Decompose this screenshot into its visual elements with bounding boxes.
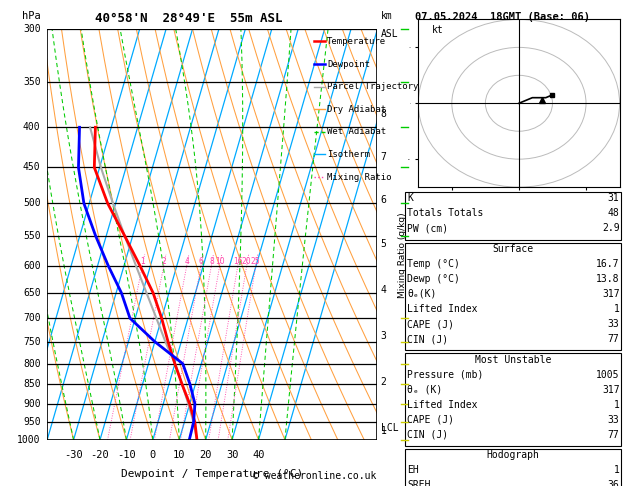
- Text: 1: 1: [614, 466, 620, 475]
- Text: 500: 500: [23, 198, 40, 208]
- Text: 2: 2: [381, 378, 387, 387]
- Text: 800: 800: [23, 359, 40, 369]
- Text: 10: 10: [215, 257, 225, 265]
- Text: Isotherm: Isotherm: [327, 150, 370, 159]
- Text: 20: 20: [199, 450, 212, 460]
- Text: CAPE (J): CAPE (J): [407, 415, 454, 425]
- Text: hPa: hPa: [22, 11, 40, 21]
- Text: 300: 300: [23, 24, 40, 34]
- Text: 4: 4: [184, 257, 189, 265]
- Text: 20: 20: [242, 257, 252, 265]
- Text: 33: 33: [608, 319, 620, 329]
- Text: Mixing Ratio (g/kg): Mixing Ratio (g/kg): [398, 212, 407, 298]
- Text: 1: 1: [381, 426, 387, 436]
- Text: CIN (J): CIN (J): [407, 334, 448, 344]
- Text: 30: 30: [226, 450, 238, 460]
- Text: Hodograph: Hodograph: [487, 450, 540, 460]
- Text: Dewp (°C): Dewp (°C): [407, 274, 460, 284]
- Text: 77: 77: [608, 334, 620, 344]
- Text: 1: 1: [614, 399, 620, 410]
- Text: -20: -20: [91, 450, 109, 460]
- Text: LCL: LCL: [381, 423, 398, 434]
- Text: Totals Totals: Totals Totals: [407, 208, 483, 218]
- Text: 450: 450: [23, 162, 40, 173]
- Text: 1000: 1000: [17, 435, 40, 445]
- Text: Lifted Index: Lifted Index: [407, 399, 477, 410]
- Text: 3: 3: [381, 331, 387, 341]
- Text: 850: 850: [23, 380, 40, 389]
- Text: Temp (°C): Temp (°C): [407, 259, 460, 269]
- Text: © weatheronline.co.uk: © weatheronline.co.uk: [253, 471, 376, 481]
- Text: 25: 25: [251, 257, 260, 265]
- Text: 600: 600: [23, 260, 40, 271]
- Text: 36: 36: [608, 480, 620, 486]
- Text: 16.7: 16.7: [596, 259, 620, 269]
- Text: 950: 950: [23, 417, 40, 427]
- Text: kt: kt: [431, 25, 443, 35]
- Text: 40°58'N  28°49'E  55m ASL: 40°58'N 28°49'E 55m ASL: [95, 12, 282, 25]
- Text: 650: 650: [23, 288, 40, 298]
- Text: 350: 350: [23, 77, 40, 87]
- Text: 1: 1: [140, 257, 145, 265]
- Text: θₑ (K): θₑ (K): [407, 385, 442, 395]
- Text: 550: 550: [23, 231, 40, 241]
- Text: km: km: [381, 11, 392, 21]
- Text: 10: 10: [173, 450, 186, 460]
- Text: Wet Adiabat: Wet Adiabat: [327, 127, 386, 137]
- Text: 900: 900: [23, 399, 40, 409]
- Text: Pressure (mb): Pressure (mb): [407, 369, 483, 380]
- Text: Lifted Index: Lifted Index: [407, 304, 477, 314]
- Text: Parcel Trajectory: Parcel Trajectory: [327, 82, 418, 91]
- Text: 6: 6: [199, 257, 203, 265]
- Text: θₑ(K): θₑ(K): [407, 289, 437, 299]
- Text: 2.9: 2.9: [602, 224, 620, 233]
- Text: 317: 317: [602, 289, 620, 299]
- Text: 1005: 1005: [596, 369, 620, 380]
- Text: 400: 400: [23, 122, 40, 132]
- Text: Dewpoint / Temperature (°C): Dewpoint / Temperature (°C): [121, 469, 303, 479]
- Text: 6: 6: [381, 195, 387, 205]
- Text: 750: 750: [23, 337, 40, 347]
- Text: 16: 16: [233, 257, 243, 265]
- Text: Temperature: Temperature: [327, 37, 386, 46]
- Text: Dry Adiabat: Dry Adiabat: [327, 105, 386, 114]
- Text: 0: 0: [150, 450, 156, 460]
- Text: CIN (J): CIN (J): [407, 430, 448, 440]
- Text: 7: 7: [381, 152, 387, 162]
- Text: SREH: SREH: [407, 480, 430, 486]
- Text: 13.8: 13.8: [596, 274, 620, 284]
- Text: 77: 77: [608, 430, 620, 440]
- Text: PW (cm): PW (cm): [407, 224, 448, 233]
- Text: -10: -10: [117, 450, 136, 460]
- Text: 4: 4: [381, 285, 387, 295]
- Text: Surface: Surface: [493, 244, 534, 254]
- Text: K: K: [407, 193, 413, 203]
- Text: Dewpoint: Dewpoint: [327, 60, 370, 69]
- Text: 31: 31: [608, 193, 620, 203]
- Text: 33: 33: [608, 415, 620, 425]
- Text: 8: 8: [381, 109, 387, 119]
- Text: 48: 48: [608, 208, 620, 218]
- Text: Mixing Ratio: Mixing Ratio: [327, 173, 392, 181]
- Text: 2: 2: [162, 257, 166, 265]
- Text: 317: 317: [602, 385, 620, 395]
- Text: CAPE (J): CAPE (J): [407, 319, 454, 329]
- Text: Most Unstable: Most Unstable: [475, 355, 552, 364]
- Text: 40: 40: [252, 450, 265, 460]
- Text: 1: 1: [614, 304, 620, 314]
- Text: 5: 5: [381, 240, 387, 249]
- Text: ASL: ASL: [381, 29, 398, 39]
- Text: 700: 700: [23, 313, 40, 323]
- Text: 8: 8: [209, 257, 214, 265]
- Text: EH: EH: [407, 466, 419, 475]
- Text: 07.05.2024  18GMT (Base: 06): 07.05.2024 18GMT (Base: 06): [415, 12, 590, 22]
- Text: -30: -30: [64, 450, 83, 460]
